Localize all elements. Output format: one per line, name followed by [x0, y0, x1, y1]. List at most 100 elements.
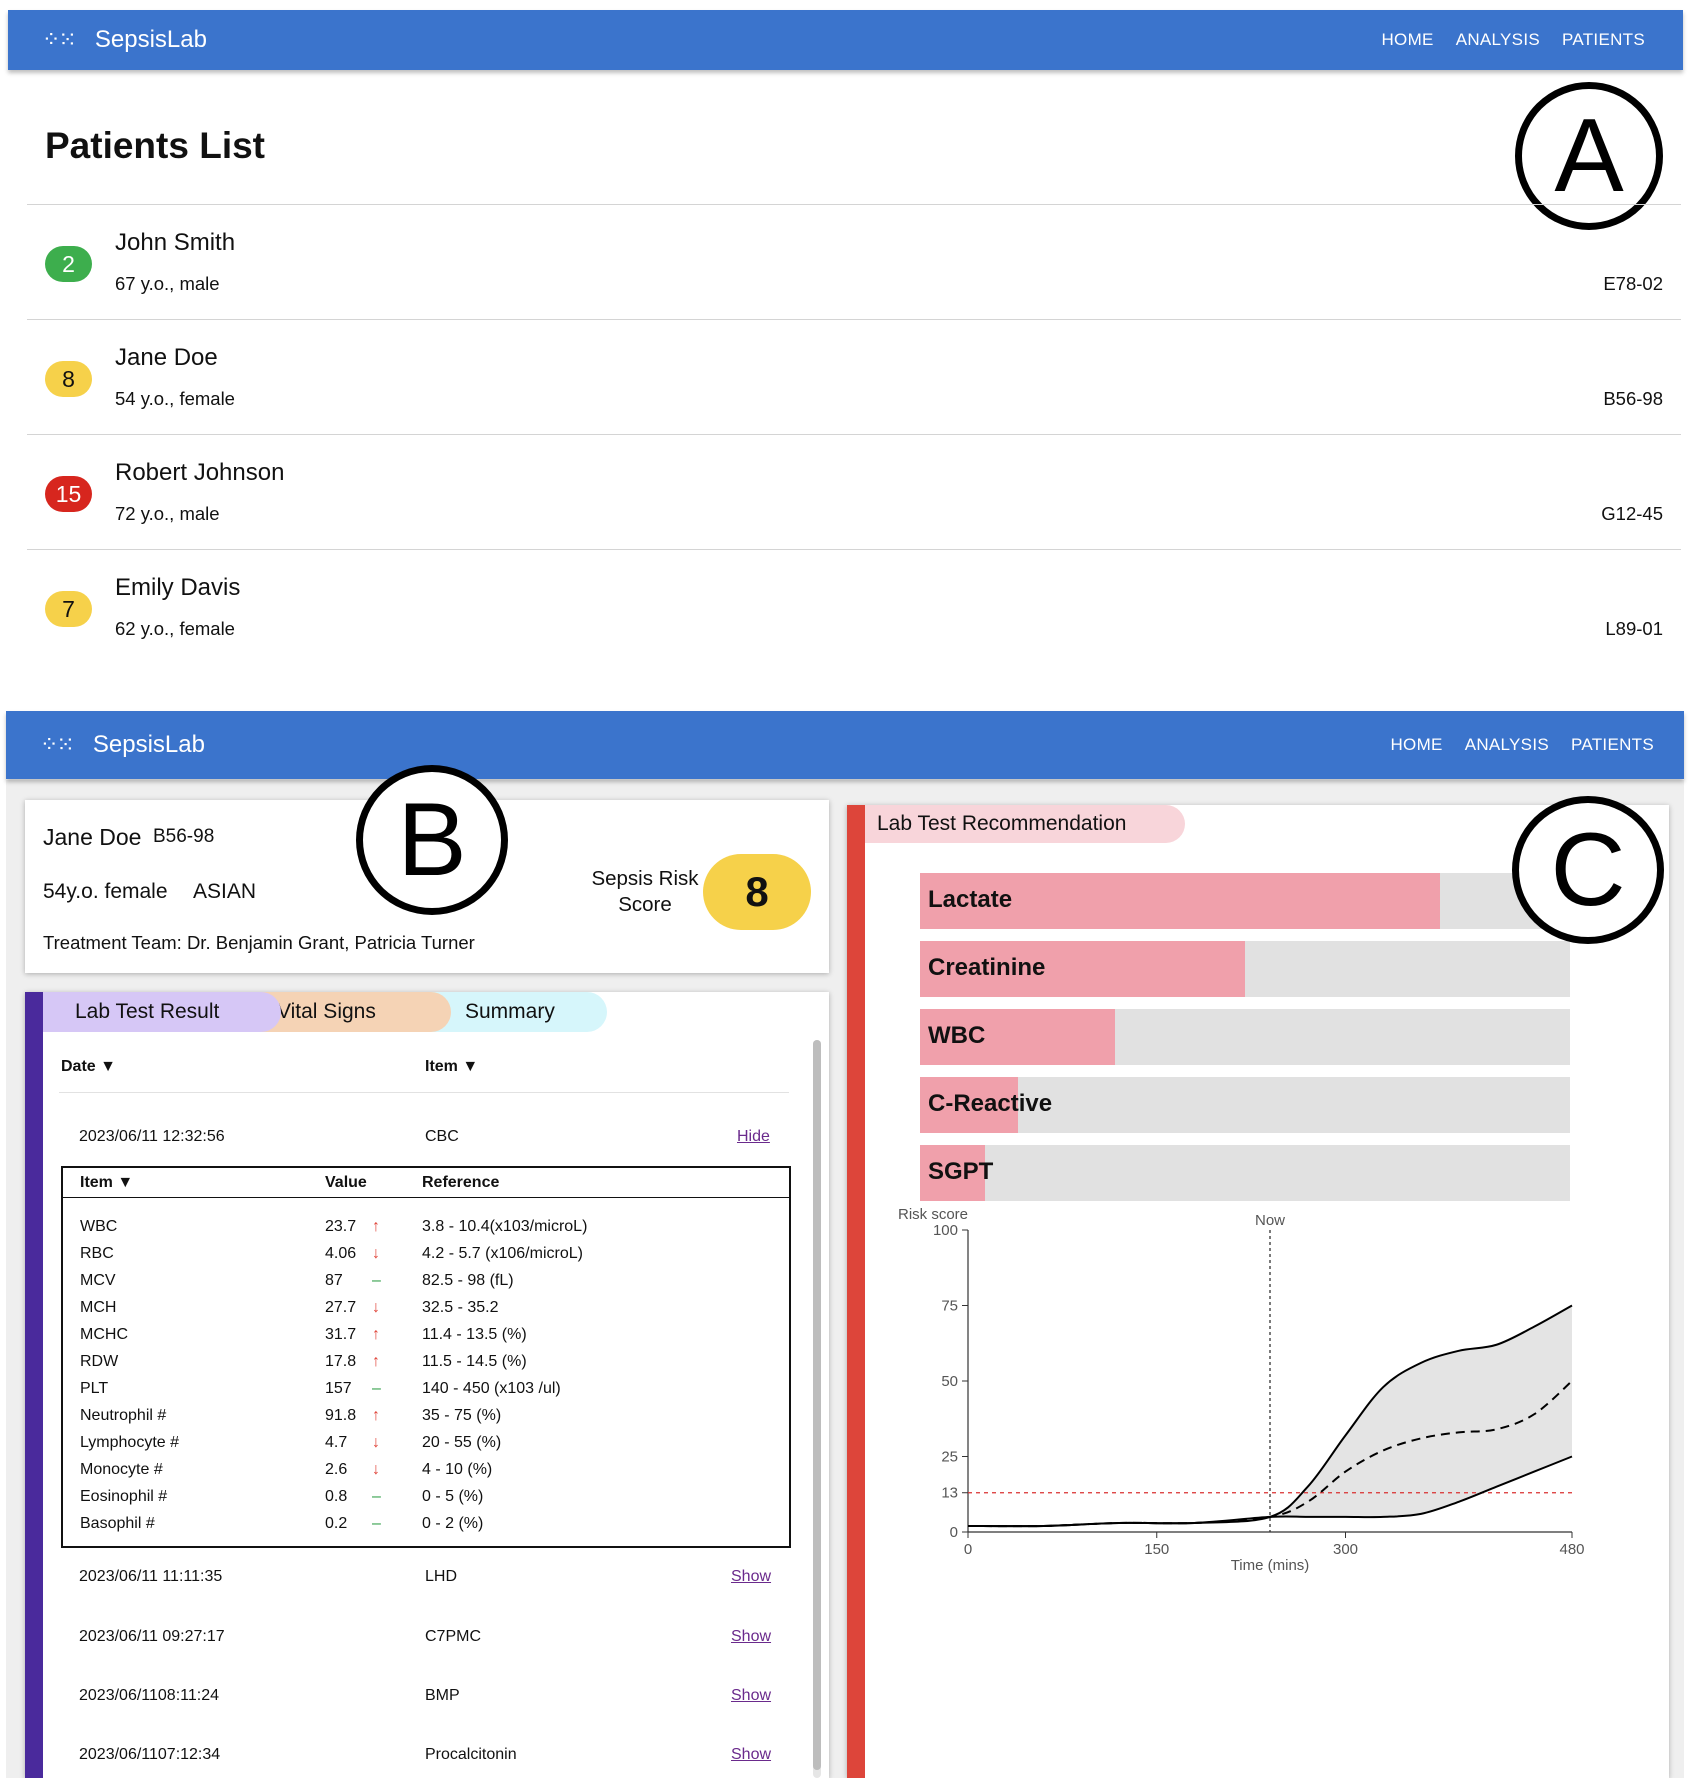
patient-info: 62 y.o., female: [115, 618, 235, 639]
cbc-value: 87: [325, 1272, 343, 1289]
cbc-value: 17.8: [325, 1353, 357, 1370]
cbc-value: 157: [325, 1380, 352, 1397]
detail-col-item[interactable]: Item ▼: [80, 1174, 134, 1191]
patient-id: B56-98: [1603, 388, 1663, 409]
cbc-value: 31.7: [325, 1326, 357, 1343]
cbc-row: MCH 27.7 ↓ 32.5 - 35.2: [63, 1299, 789, 1323]
patient-name: John Smith: [115, 229, 236, 256]
tab-lab-test-result[interactable]: Lab Test Result: [43, 992, 281, 1032]
cbc-item: MCH: [80, 1299, 117, 1316]
patient-id: B56-98: [153, 826, 215, 847]
rec-bar-label: WBC: [928, 1022, 986, 1049]
patient-name: Robert Johnson: [115, 459, 285, 486]
patient-row[interactable]: 7 Emily Davis 62 y.o., female L89-01: [27, 549, 1681, 664]
patient-id: G12-45: [1601, 503, 1663, 524]
cbc-row: Basophil # 0.2 – 0 - 2 (%): [63, 1515, 789, 1539]
cbc-flag-icon: –: [372, 1380, 381, 1397]
nav-analysis[interactable]: ANALYSIS: [1464, 735, 1549, 754]
cbc-reference: 3.8 - 10.4(x103/microL): [422, 1218, 588, 1235]
nav-links: HOME ANALYSIS PATIENTS: [1390, 735, 1654, 755]
divider: [63, 1197, 789, 1198]
col-item-header[interactable]: Item ▼: [425, 1058, 479, 1075]
scrollbar-thumb[interactable]: [813, 1040, 821, 1770]
rec-bar-fill: [920, 1077, 1018, 1133]
risk-badge: 15: [45, 476, 92, 512]
risk-badge: 7: [45, 591, 92, 627]
rec-bar-c-reactive[interactable]: C-Reactive: [920, 1077, 1570, 1133]
cbc-item: Lymphocyte #: [80, 1434, 180, 1451]
cbc-row: Lymphocyte # 4.7 ↓ 20 - 55 (%): [63, 1434, 789, 1458]
show-link[interactable]: Show: [731, 1746, 772, 1763]
rec-bar-label: Creatinine: [928, 954, 1046, 981]
panel-accent-bar: [25, 992, 43, 1778]
rec-bar-fill: [920, 873, 1440, 929]
hide-link[interactable]: Hide: [737, 1128, 770, 1145]
col-date-header[interactable]: Date ▼: [61, 1058, 116, 1075]
rec-bar-label: SGPT: [928, 1158, 994, 1185]
detail-col-value: Value: [325, 1174, 367, 1191]
cbc-row: MCV 87 – 82.5 - 98 (fL): [63, 1272, 789, 1296]
patient-row[interactable]: 8 Jane Doe 54 y.o., female B56-98: [27, 319, 1681, 434]
result-item: Procalcitonin: [425, 1746, 517, 1763]
recommendation-title-tab: Lab Test Recommendation: [865, 805, 1185, 843]
sort-down-icon: ▼: [462, 1058, 479, 1075]
patient-info: 67 y.o., male: [115, 273, 220, 294]
show-link[interactable]: Show: [731, 1687, 772, 1704]
cbc-flag-icon: ↑: [372, 1407, 380, 1424]
cbc-flag-icon: ↑: [372, 1326, 380, 1343]
rec-bar-fill: [920, 941, 1245, 997]
divider: [59, 1092, 789, 1093]
cbc-flag-icon: ↑: [372, 1353, 380, 1370]
show-link[interactable]: Show: [731, 1628, 772, 1645]
brand-name[interactable]: SepsisLab: [92, 731, 205, 758]
cbc-row: Eosinophil # 0.8 – 0 - 5 (%): [63, 1488, 789, 1512]
cbc-item: RDW: [80, 1353, 119, 1370]
logo-icon[interactable]: ⁘⁙: [40, 732, 75, 757]
patient-ethnicity: ASIAN: [193, 880, 257, 903]
cbc-item: Basophil #: [80, 1515, 155, 1532]
patient-name: Jane Doe: [43, 824, 142, 850]
treatment-team: Treatment Team: Dr. Benjamin Grant, Patr…: [43, 932, 475, 953]
nav-patients[interactable]: PATIENTS: [1561, 30, 1645, 49]
cbc-reference: 82.5 - 98 (fL): [422, 1272, 514, 1289]
cbc-row: RDW 17.8 ↑ 11.5 - 14.5 (%): [63, 1353, 789, 1377]
patient-row[interactable]: 2 John Smith 67 y.o., male E78-02: [27, 204, 1681, 319]
cbc-item: MCHC: [80, 1326, 128, 1343]
cbc-item: MCV: [80, 1272, 116, 1289]
brand-name[interactable]: SepsisLab: [94, 26, 207, 53]
logo-icon[interactable]: ⁘⁙: [42, 27, 77, 52]
rec-bar-creatinine[interactable]: Creatinine: [920, 941, 1570, 997]
risk-badge: 2: [45, 246, 92, 282]
scrollbar-track[interactable]: [813, 1040, 821, 1778]
nav-home[interactable]: HOME: [1390, 735, 1443, 754]
nav-home[interactable]: HOME: [1381, 30, 1434, 49]
page-title: Patients List: [45, 125, 265, 166]
result-date: 2023/06/11 11:11:35: [79, 1568, 223, 1585]
cbc-value: 4.7: [325, 1434, 348, 1451]
rec-bar-lactate[interactable]: Lactate: [920, 873, 1570, 929]
cbc-reference: 35 - 75 (%): [422, 1407, 502, 1424]
cbc-item: Monocyte #: [80, 1461, 163, 1478]
patient-demographics: 54y.o. female: [43, 880, 168, 903]
rec-bar-wbc[interactable]: WBC: [920, 1009, 1570, 1065]
patient-row[interactable]: 15 Robert Johnson 72 y.o., male G12-45: [27, 434, 1681, 549]
marker-b: B: [356, 765, 508, 915]
result-item: C7PMC: [425, 1628, 482, 1645]
rec-bar-sgpt[interactable]: SGPT: [920, 1145, 1570, 1201]
cbc-flag-icon: ↓: [372, 1245, 380, 1262]
patients-list: 2 John Smith 67 y.o., male E78-02 8 Jane…: [27, 204, 1681, 664]
marker-c: C: [1512, 796, 1664, 944]
cbc-item: PLT: [80, 1380, 109, 1397]
nav-patients[interactable]: PATIENTS: [1570, 735, 1654, 754]
cbc-row: RBC 4.06 ↓ 4.2 - 5.7 (x106/microL): [63, 1245, 789, 1269]
marker-a: A: [1515, 82, 1663, 230]
risk-score-label: Sepsis Risk Score: [591, 867, 699, 916]
cbc-value: 0.8: [325, 1488, 348, 1505]
show-link[interactable]: Show: [731, 1568, 772, 1585]
nav-analysis[interactable]: ANALYSIS: [1455, 30, 1540, 49]
cbc-value: 4.06: [325, 1245, 357, 1262]
rec-bar-fill: [920, 1009, 1115, 1065]
cbc-value: 91.8: [325, 1407, 357, 1424]
cbc-reference: 0 - 2 (%): [422, 1515, 484, 1532]
cbc-flag-icon: ↑: [372, 1218, 380, 1235]
